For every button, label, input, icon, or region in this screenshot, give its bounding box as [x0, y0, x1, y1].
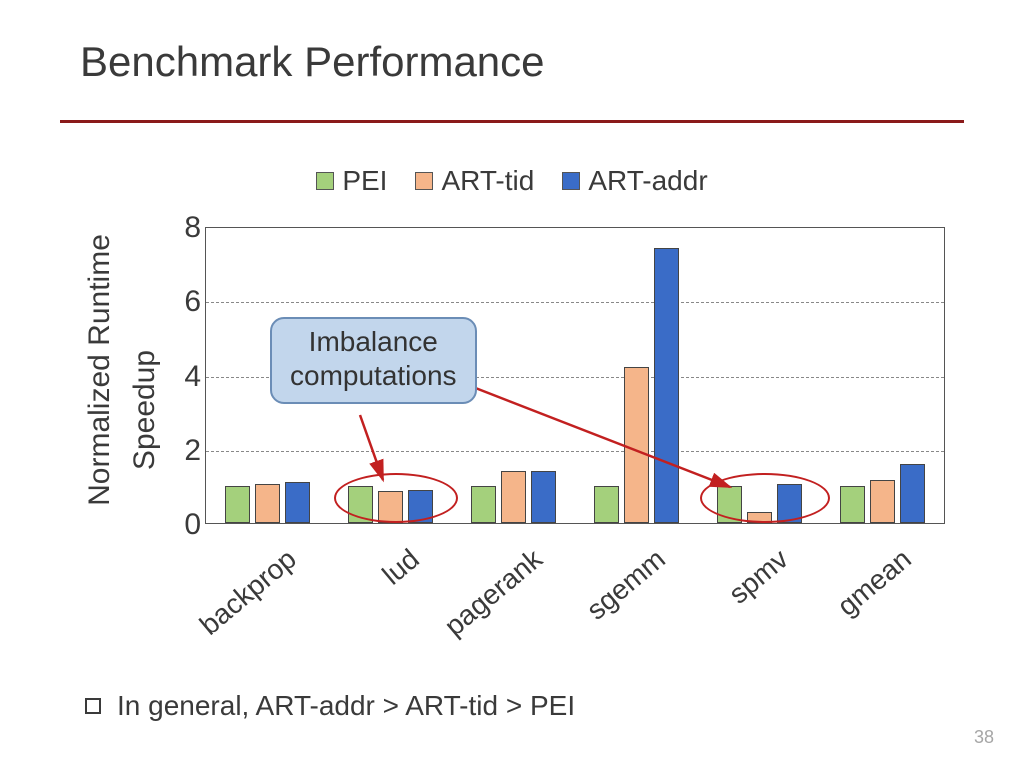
bar	[225, 486, 250, 523]
x-tick-label: lud	[297, 543, 425, 658]
x-tick-label: backprop	[174, 543, 302, 658]
title-rule	[60, 120, 964, 123]
bar	[255, 484, 280, 523]
x-tick-label: sgemm	[543, 543, 671, 658]
bar	[624, 367, 649, 523]
callout-text-2: computations	[290, 359, 457, 393]
y-tick-label: 8	[171, 211, 201, 245]
x-tick-label: pagerank	[420, 543, 548, 658]
y-axis-label-line1: Normalized Runtime	[83, 234, 117, 506]
callout-box: Imbalance computations	[270, 317, 477, 404]
bullet-row: In general, ART-addr > ART-tid > PEI	[85, 690, 575, 722]
y-axis-label-line2: Speedup	[128, 350, 162, 470]
bullet-marker	[85, 698, 101, 714]
legend-label-art-tid: ART-tid	[441, 165, 534, 197]
legend-swatch-pei	[316, 172, 334, 190]
x-tick-label: gmean	[789, 543, 917, 658]
legend-swatch-art-addr	[562, 172, 580, 190]
legend-item-art-tid: ART-tid	[415, 165, 534, 197]
y-tick-label: 2	[171, 434, 201, 468]
y-tick-label: 6	[171, 285, 201, 319]
gridline	[206, 302, 944, 303]
ellipse-lud	[334, 473, 458, 523]
bar	[900, 464, 925, 523]
bar	[594, 486, 619, 523]
gridline	[206, 451, 944, 452]
bar	[840, 486, 865, 523]
ellipse-spmv	[700, 473, 830, 523]
legend-item-art-addr: ART-addr	[562, 165, 707, 197]
bar	[285, 482, 310, 523]
bar	[471, 486, 496, 523]
x-tick-label: spmv	[666, 543, 794, 658]
y-tick-label: 4	[171, 360, 201, 394]
legend-item-pei: PEI	[316, 165, 387, 197]
legend-swatch-art-tid	[415, 172, 433, 190]
page-number: 38	[974, 727, 994, 748]
slide-title: Benchmark Performance	[80, 38, 545, 86]
bar	[870, 480, 895, 523]
legend-label-pei: PEI	[342, 165, 387, 197]
bar	[531, 471, 556, 523]
legend: PEI ART-tid ART-addr	[0, 165, 1024, 197]
callout-text-1: Imbalance	[290, 325, 457, 359]
bullet-text: In general, ART-addr > ART-tid > PEI	[117, 690, 575, 722]
legend-label-art-addr: ART-addr	[588, 165, 707, 197]
bar	[501, 471, 526, 523]
bar	[654, 248, 679, 523]
y-tick-label: 0	[171, 508, 201, 542]
